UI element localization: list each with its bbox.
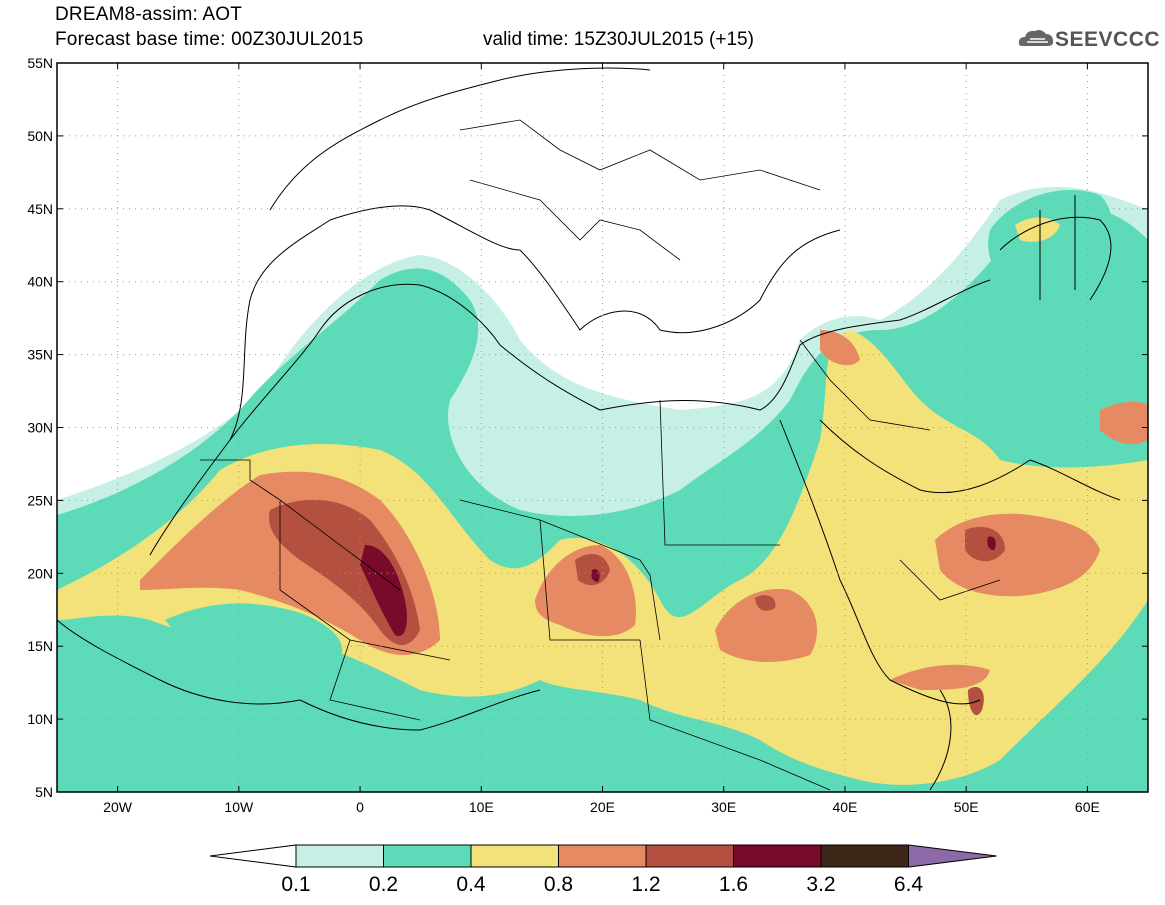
- colorbar-high-arrow: [908, 844, 997, 868]
- lat-label: 40N: [27, 274, 53, 290]
- colorbar-label: 6.4: [894, 873, 924, 896]
- colorbar-segment: [295, 844, 384, 868]
- lat-label: 30N: [27, 420, 53, 436]
- lon-label: 0: [356, 799, 364, 815]
- cloud-icon: [1018, 30, 1054, 46]
- lon-label: 30E: [711, 799, 736, 815]
- colorbar-label: 0.2: [369, 873, 398, 896]
- lat-label: 20N: [27, 565, 53, 581]
- colorbar-label: 3.2: [806, 873, 835, 896]
- colorbar-low-arrow: [209, 844, 297, 868]
- borders: [200, 119, 1001, 791]
- colorbar-segment: [820, 844, 909, 868]
- lat-label: 5N: [35, 784, 53, 800]
- lon-label: 40E: [832, 799, 857, 815]
- lon-label: 20W: [103, 799, 133, 815]
- latitude-labels: 55N 50N 45N 40N 35N 30N 25N 20N 15N 10N 5N: [27, 55, 1148, 800]
- colorbar-label: 0.4: [456, 873, 486, 896]
- longitude-labels: 20W 10W 0 10E 20E 30E 40E 50E 60E: [103, 63, 1100, 815]
- colorbar-segment: [733, 844, 822, 868]
- colorbar: 0.1 0.2 0.4 0.8 1.2 1.6 3.2 6.4: [209, 844, 997, 896]
- lon-label: 20E: [590, 799, 615, 815]
- lat-label: 25N: [27, 492, 53, 508]
- colorbar-segment: [645, 844, 734, 868]
- lat-label: 35N: [27, 347, 53, 363]
- lat-label: 50N: [27, 128, 53, 144]
- lat-label: 15N: [27, 638, 53, 654]
- lat-label: 45N: [27, 201, 53, 217]
- coastlines: [57, 67, 1121, 791]
- lat-label: 10N: [27, 711, 53, 727]
- colorbar-segment: [470, 844, 559, 868]
- colorbar-label: 1.6: [719, 873, 748, 896]
- map-title: DREAM8-assim: AOT: [55, 4, 243, 25]
- forecast-base-time: Forecast base time: 00Z30JUL2015: [55, 29, 364, 50]
- lat-label: 55N: [27, 55, 53, 71]
- lon-label: 50E: [954, 799, 979, 815]
- colorbar-segment: [558, 844, 647, 868]
- colorbar-label: 1.2: [631, 873, 660, 896]
- colorbar-label: 0.1: [281, 873, 310, 896]
- logo-text: SEEVCCC: [1055, 28, 1161, 51]
- lon-label: 10E: [469, 799, 494, 815]
- valid-time: valid time: 15Z30JUL2015 (+15): [483, 29, 754, 50]
- lon-label: 60E: [1075, 799, 1100, 815]
- lon-label: 10W: [224, 799, 254, 815]
- aot-field: [57, 63, 1148, 792]
- colorbar-label: 0.8: [544, 873, 573, 896]
- colorbar-segment: [383, 844, 472, 868]
